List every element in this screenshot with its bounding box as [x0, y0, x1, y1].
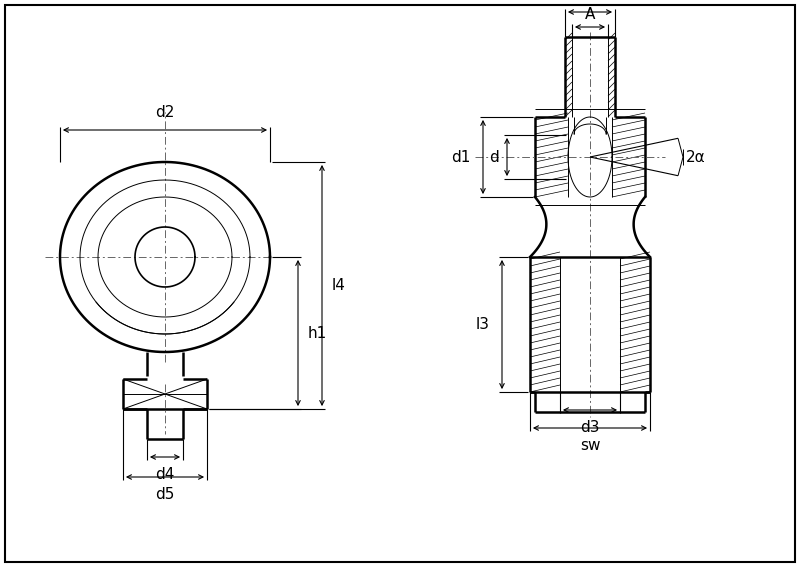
Text: d5: d5 [155, 487, 174, 502]
Text: d4: d4 [155, 467, 174, 482]
Text: l4: l4 [332, 278, 346, 293]
Text: 2α: 2α [686, 150, 706, 164]
Text: l3: l3 [476, 317, 490, 332]
Text: d3: d3 [580, 420, 600, 435]
Text: d1: d1 [452, 150, 471, 164]
Text: h1: h1 [308, 325, 327, 341]
Text: d: d [490, 150, 499, 164]
Text: sw: sw [580, 438, 600, 453]
Text: B: B [585, 0, 595, 2]
Text: d2: d2 [155, 105, 174, 120]
Text: A: A [585, 7, 595, 22]
